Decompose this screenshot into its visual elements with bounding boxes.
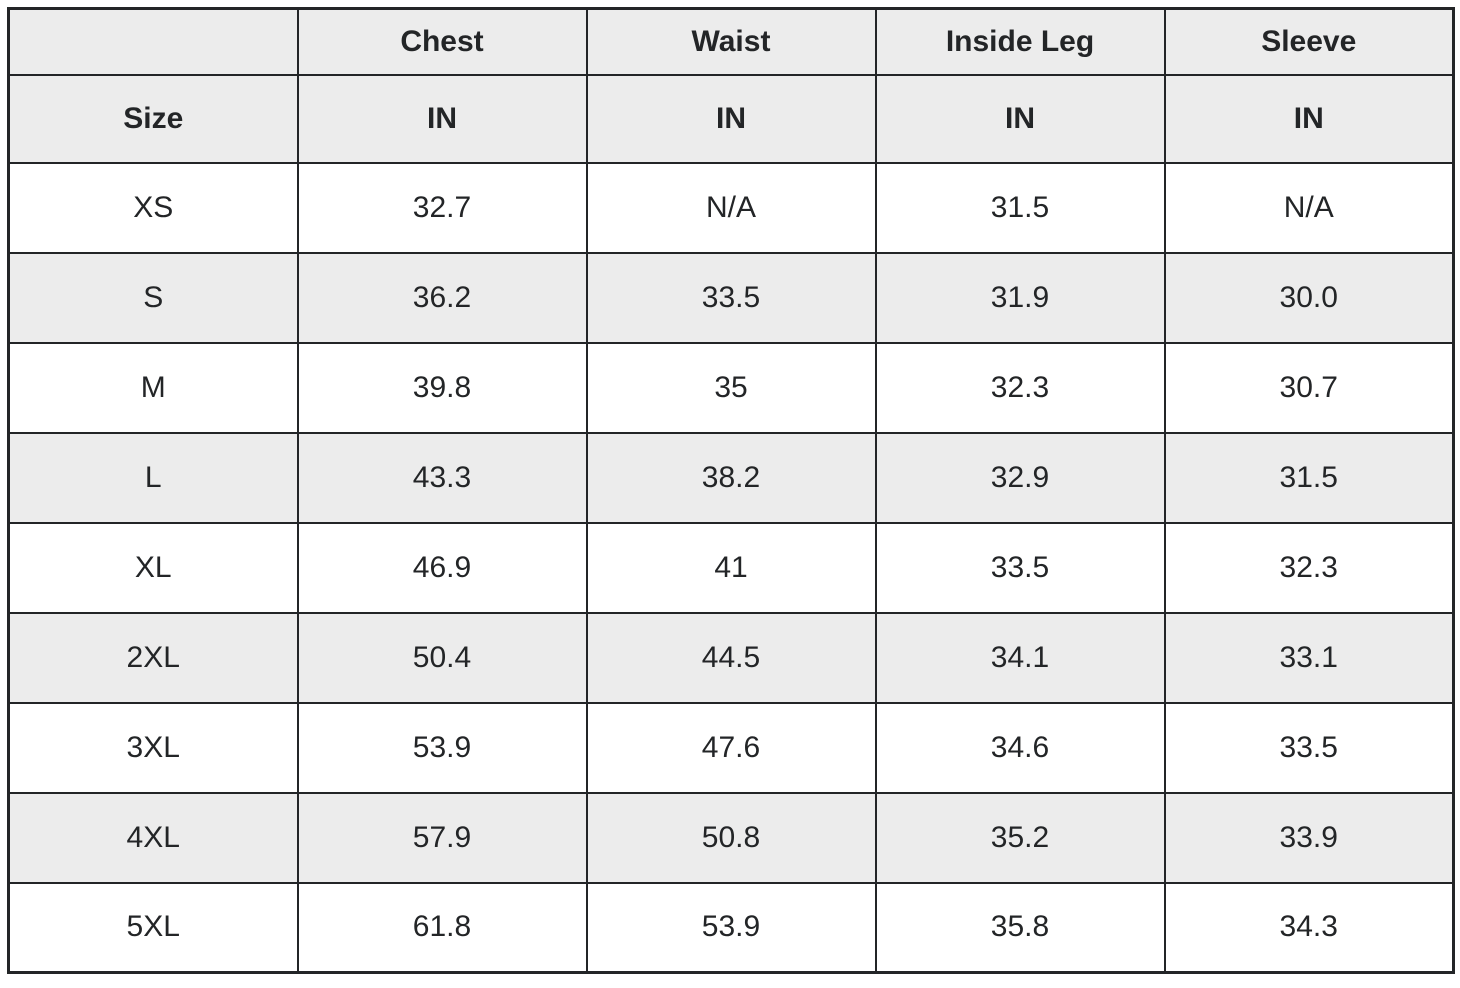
sleeve-cell: N/A: [1163, 161, 1455, 254]
unit-cell-chest: IN: [296, 73, 588, 164]
inside-leg-cell: 31.5: [874, 161, 1166, 254]
measurement-header-row: Chest Waist Inside Leg Sleeve: [7, 7, 1455, 76]
table-row-4xl: 4XL 57.9 50.8 35.2 33.9: [7, 791, 1455, 884]
chest-cell: 53.9: [296, 701, 588, 794]
header-cell-waist: Waist: [585, 7, 877, 76]
unit-cell-sleeve: IN: [1163, 73, 1455, 164]
size-cell: XS: [7, 161, 299, 254]
size-chart-table: Chest Waist Inside Leg Sleeve Size IN IN…: [7, 7, 1455, 974]
waist-cell: 38.2: [585, 431, 877, 524]
chest-cell: 50.4: [296, 611, 588, 704]
inside-leg-cell: 32.9: [874, 431, 1166, 524]
header-cell-sleeve: Sleeve: [1163, 7, 1455, 76]
unit-cell-inside-leg: IN: [874, 73, 1166, 164]
sleeve-cell: 30.0: [1163, 251, 1455, 344]
chest-cell: 39.8: [296, 341, 588, 434]
header-cell-empty: [7, 7, 299, 76]
header-cell-size: Size: [7, 73, 299, 164]
table-row-s: S 36.2 33.5 31.9 30.0: [7, 251, 1455, 344]
inside-leg-cell: 35.2: [874, 791, 1166, 884]
size-cell: S: [7, 251, 299, 344]
waist-cell: 47.6: [585, 701, 877, 794]
header-cell-chest: Chest: [296, 7, 588, 76]
table-row-5xl: 5XL 61.8 53.9 35.8 34.3: [7, 881, 1455, 974]
chest-cell: 61.8: [296, 881, 588, 974]
table-row-xl: XL 46.9 41 33.5 32.3: [7, 521, 1455, 614]
waist-cell: 35: [585, 341, 877, 434]
unit-header-row: Size IN IN IN IN: [7, 73, 1455, 164]
chest-cell: 36.2: [296, 251, 588, 344]
inside-leg-cell: 34.1: [874, 611, 1166, 704]
size-cell: 3XL: [7, 701, 299, 794]
size-cell: 2XL: [7, 611, 299, 704]
inside-leg-cell: 31.9: [874, 251, 1166, 344]
chest-cell: 46.9: [296, 521, 588, 614]
sleeve-cell: 32.3: [1163, 521, 1455, 614]
chest-cell: 43.3: [296, 431, 588, 524]
inside-leg-cell: 32.3: [874, 341, 1166, 434]
sleeve-cell: 30.7: [1163, 341, 1455, 434]
header-cell-inside-leg: Inside Leg: [874, 7, 1166, 76]
size-cell: 4XL: [7, 791, 299, 884]
size-cell: XL: [7, 521, 299, 614]
sleeve-cell: 33.1: [1163, 611, 1455, 704]
inside-leg-cell: 33.5: [874, 521, 1166, 614]
size-cell: 5XL: [7, 881, 299, 974]
size-cell: M: [7, 341, 299, 434]
chest-cell: 32.7: [296, 161, 588, 254]
sleeve-cell: 33.9: [1163, 791, 1455, 884]
sleeve-cell: 34.3: [1163, 881, 1455, 974]
waist-cell: 41: [585, 521, 877, 614]
inside-leg-cell: 34.6: [874, 701, 1166, 794]
waist-cell: N/A: [585, 161, 877, 254]
table-row-l: L 43.3 38.2 32.9 31.5: [7, 431, 1455, 524]
waist-cell: 53.9: [585, 881, 877, 974]
waist-cell: 44.5: [585, 611, 877, 704]
sleeve-cell: 33.5: [1163, 701, 1455, 794]
waist-cell: 33.5: [585, 251, 877, 344]
table-row-m: M 39.8 35 32.3 30.7: [7, 341, 1455, 434]
table-row-2xl: 2XL 50.4 44.5 34.1 33.1: [7, 611, 1455, 704]
chest-cell: 57.9: [296, 791, 588, 884]
sleeve-cell: 31.5: [1163, 431, 1455, 524]
inside-leg-cell: 35.8: [874, 881, 1166, 974]
waist-cell: 50.8: [585, 791, 877, 884]
table-row-xs: XS 32.7 N/A 31.5 N/A: [7, 161, 1455, 254]
table-row-3xl: 3XL 53.9 47.6 34.6 33.5: [7, 701, 1455, 794]
size-cell: L: [7, 431, 299, 524]
unit-cell-waist: IN: [585, 73, 877, 164]
